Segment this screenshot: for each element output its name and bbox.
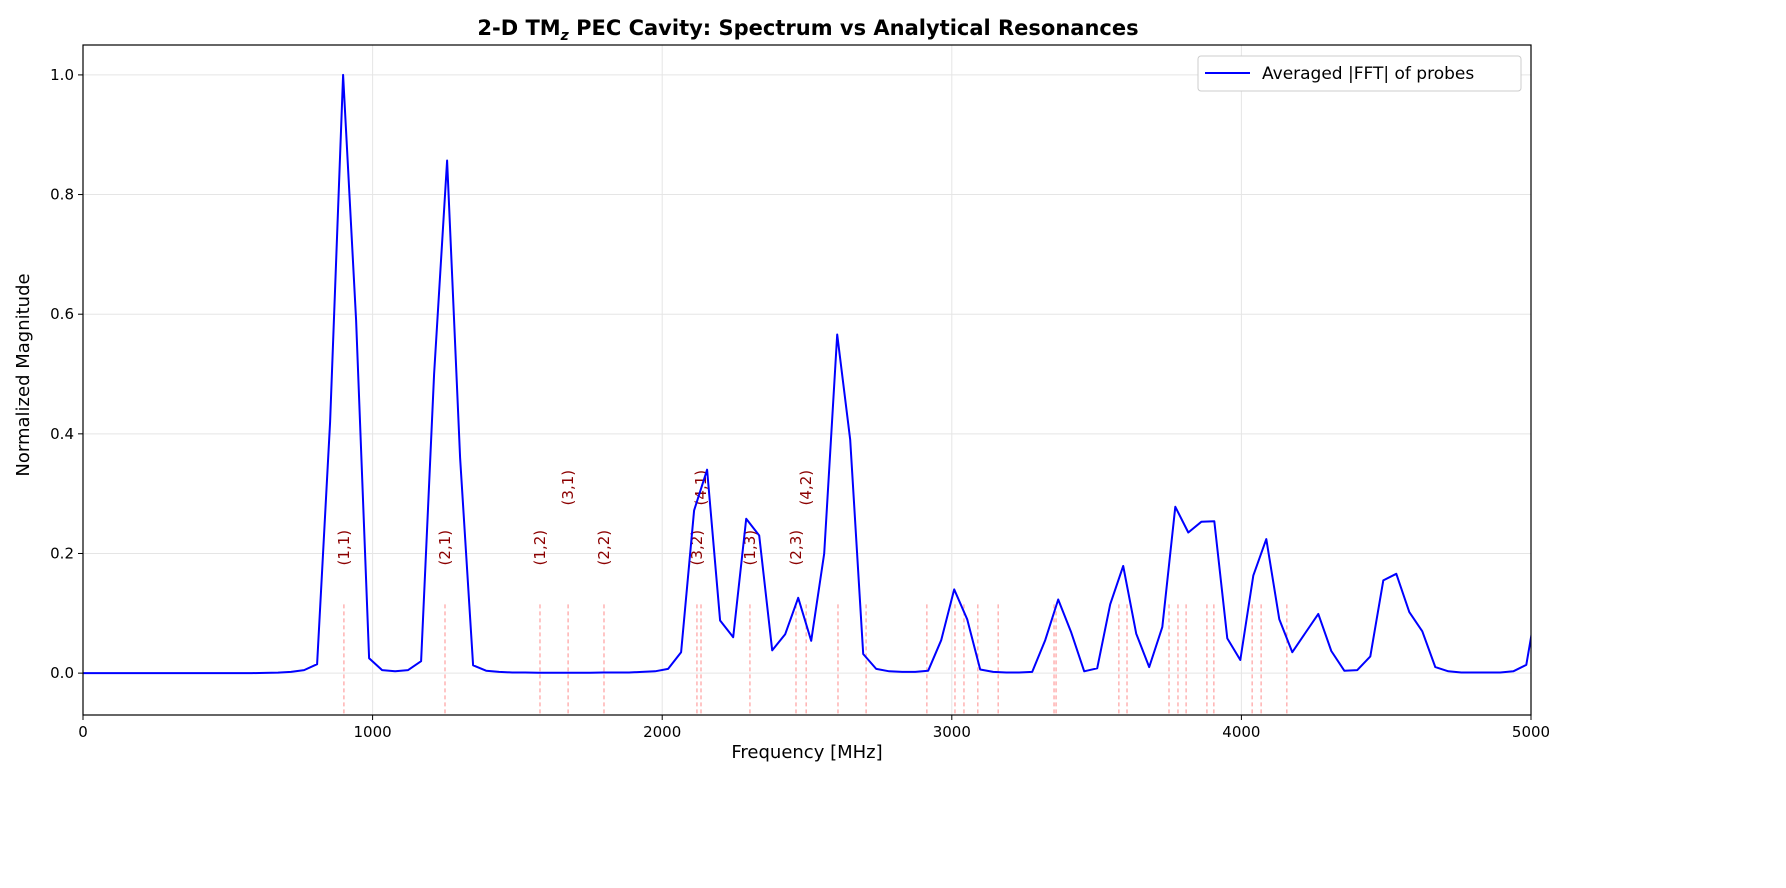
- x-axis-label: Frequency [MHz]: [731, 742, 882, 763]
- legend-label: Averaged |FFT| of probes: [1262, 64, 1474, 84]
- axis-ticks: 0 1000 2000 3000 4000 5000 0.0 0.2 0.4 0.6 0.8 1.0: [50, 66, 1550, 741]
- title-prefix: 2-D TM: [477, 16, 560, 40]
- grid: [82, 45, 1532, 715]
- x-tick-label: 4000: [1222, 723, 1260, 741]
- x-tick-label: 1000: [354, 723, 392, 741]
- y-tick-label: 0.2: [50, 544, 74, 562]
- resonance-label: (2,1): [436, 530, 454, 566]
- plot-frame: [82, 44, 1532, 716]
- y-tick-label: 0.0: [50, 664, 74, 682]
- legend-box: [1197, 55, 1522, 92]
- resonance-label: (2,2): [595, 530, 613, 566]
- series-line-averaged-fft: [83, 73, 1531, 675]
- resonance-label: (2,3): [787, 530, 805, 566]
- title-subscript: z: [560, 28, 570, 44]
- x-tick-label: 5000: [1512, 723, 1550, 741]
- y-tick-label: 0.8: [50, 186, 74, 204]
- resonance-label: (1,1): [335, 530, 353, 566]
- x-tick-label: 2000: [643, 723, 681, 741]
- chart-title: 2-D TMz PEC Cavity: Spectrum vs Analytic…: [477, 16, 1138, 44]
- y-tick-label: 0.6: [50, 305, 74, 323]
- resonance-label: (4,2): [797, 470, 815, 506]
- resonance-label: (1,2): [531, 530, 549, 566]
- y-axis-label: Normalized Magnitude: [13, 273, 34, 476]
- y-tick-label: 1.0: [50, 66, 74, 84]
- resonance-label: (3,1): [559, 470, 577, 506]
- resonance-label: (1,3): [741, 530, 759, 566]
- y-tick-label: 0.4: [50, 425, 74, 443]
- title-suffix: PEC Cavity: Spectrum vs Analytical Reson…: [569, 16, 1139, 40]
- legend[interactable]: Averaged |FFT| of probes: [1197, 55, 1522, 92]
- x-tick-label: 3000: [933, 723, 971, 741]
- resonance-markers: (1,1) (2,1) (1,2)(3,1)(2,2) (3,2)(4,1)(1,3)…: [335, 470, 1288, 715]
- x-tick-label: 0: [78, 723, 88, 741]
